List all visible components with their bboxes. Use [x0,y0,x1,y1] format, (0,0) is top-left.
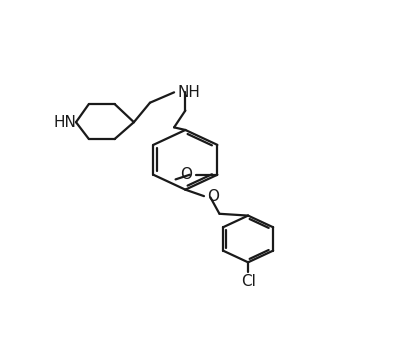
Text: Cl: Cl [241,274,256,289]
Text: HN: HN [53,115,76,130]
Text: O: O [180,167,192,182]
Text: NH: NH [178,85,201,100]
Text: O: O [207,189,219,204]
